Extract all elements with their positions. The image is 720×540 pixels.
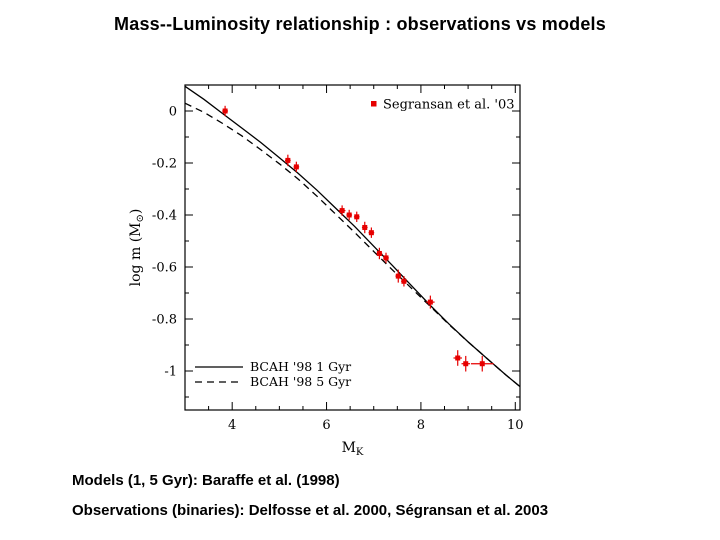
legend-line-label: BCAH '98 5 Gyr	[250, 374, 351, 389]
data-point	[395, 273, 401, 279]
footer-notes: Models (1, 5 Gyr): Baraffe et al. (1998)…	[72, 472, 548, 520]
x-tick-label: 8	[417, 418, 425, 433]
data-point	[293, 164, 299, 170]
legend-line-label: BCAH '98 1 Gyr	[250, 359, 351, 374]
x-tick-label: 6	[322, 418, 330, 433]
data-point	[339, 208, 345, 214]
legend-marker: Segransan et al. '03	[371, 98, 515, 113]
data-point	[376, 250, 382, 256]
data-point	[427, 299, 433, 305]
y-tick-label: 0	[169, 105, 177, 120]
y-tick-label: -0.6	[152, 261, 177, 276]
data-point	[346, 212, 352, 218]
data-point	[479, 361, 485, 367]
data-point	[401, 278, 407, 284]
y-tick-label: -1	[164, 365, 177, 380]
slide-title: Mass--Luminosity relationship : observat…	[114, 14, 606, 34]
data-point	[463, 361, 469, 367]
chart-svg: 4 6 8 10 0 -0.2 -0.4 -0.6 -0.8 -1 MK log m (M⊙) Segr…	[128, 84, 524, 458]
data-points	[222, 105, 494, 372]
models-note: Models (1, 5 Gyr): Baraffe et al. (1998)	[72, 472, 340, 489]
y-tick-label: -0.4	[152, 209, 177, 224]
mass-luminosity-chart: 4 6 8 10 0 -0.2 -0.4 -0.6 -0.8 -1 MK log m (M⊙) Segr…	[120, 72, 550, 467]
legend-marker-swatch	[371, 101, 377, 107]
data-point	[383, 255, 389, 261]
y-tick-label: -0.8	[152, 313, 177, 328]
axis-ticks	[185, 85, 520, 410]
observations-note: Observations (binaries): Delfosse et al.…	[72, 502, 549, 519]
data-point	[222, 108, 228, 114]
x-tick-label: 4	[228, 418, 236, 433]
tick-labels: 4 6 8 10 0 -0.2 -0.4 -0.6 -0.8 -1	[152, 105, 524, 434]
data-point	[455, 355, 461, 361]
data-point	[362, 224, 368, 230]
data-point	[368, 230, 374, 236]
plot-frame	[184, 84, 521, 411]
x-tick-label: 10	[507, 418, 524, 433]
model-curve-dashed	[184, 102, 521, 388]
y-axis-label: log m (M⊙)	[128, 209, 146, 287]
model-curve-solid	[184, 85, 521, 388]
data-point	[354, 214, 360, 220]
legend-marker-label: Segransan et al. '03	[383, 98, 515, 113]
y-tick-label: -0.2	[152, 157, 177, 172]
x-axis-label: MK	[342, 440, 364, 458]
data-point	[285, 157, 291, 163]
